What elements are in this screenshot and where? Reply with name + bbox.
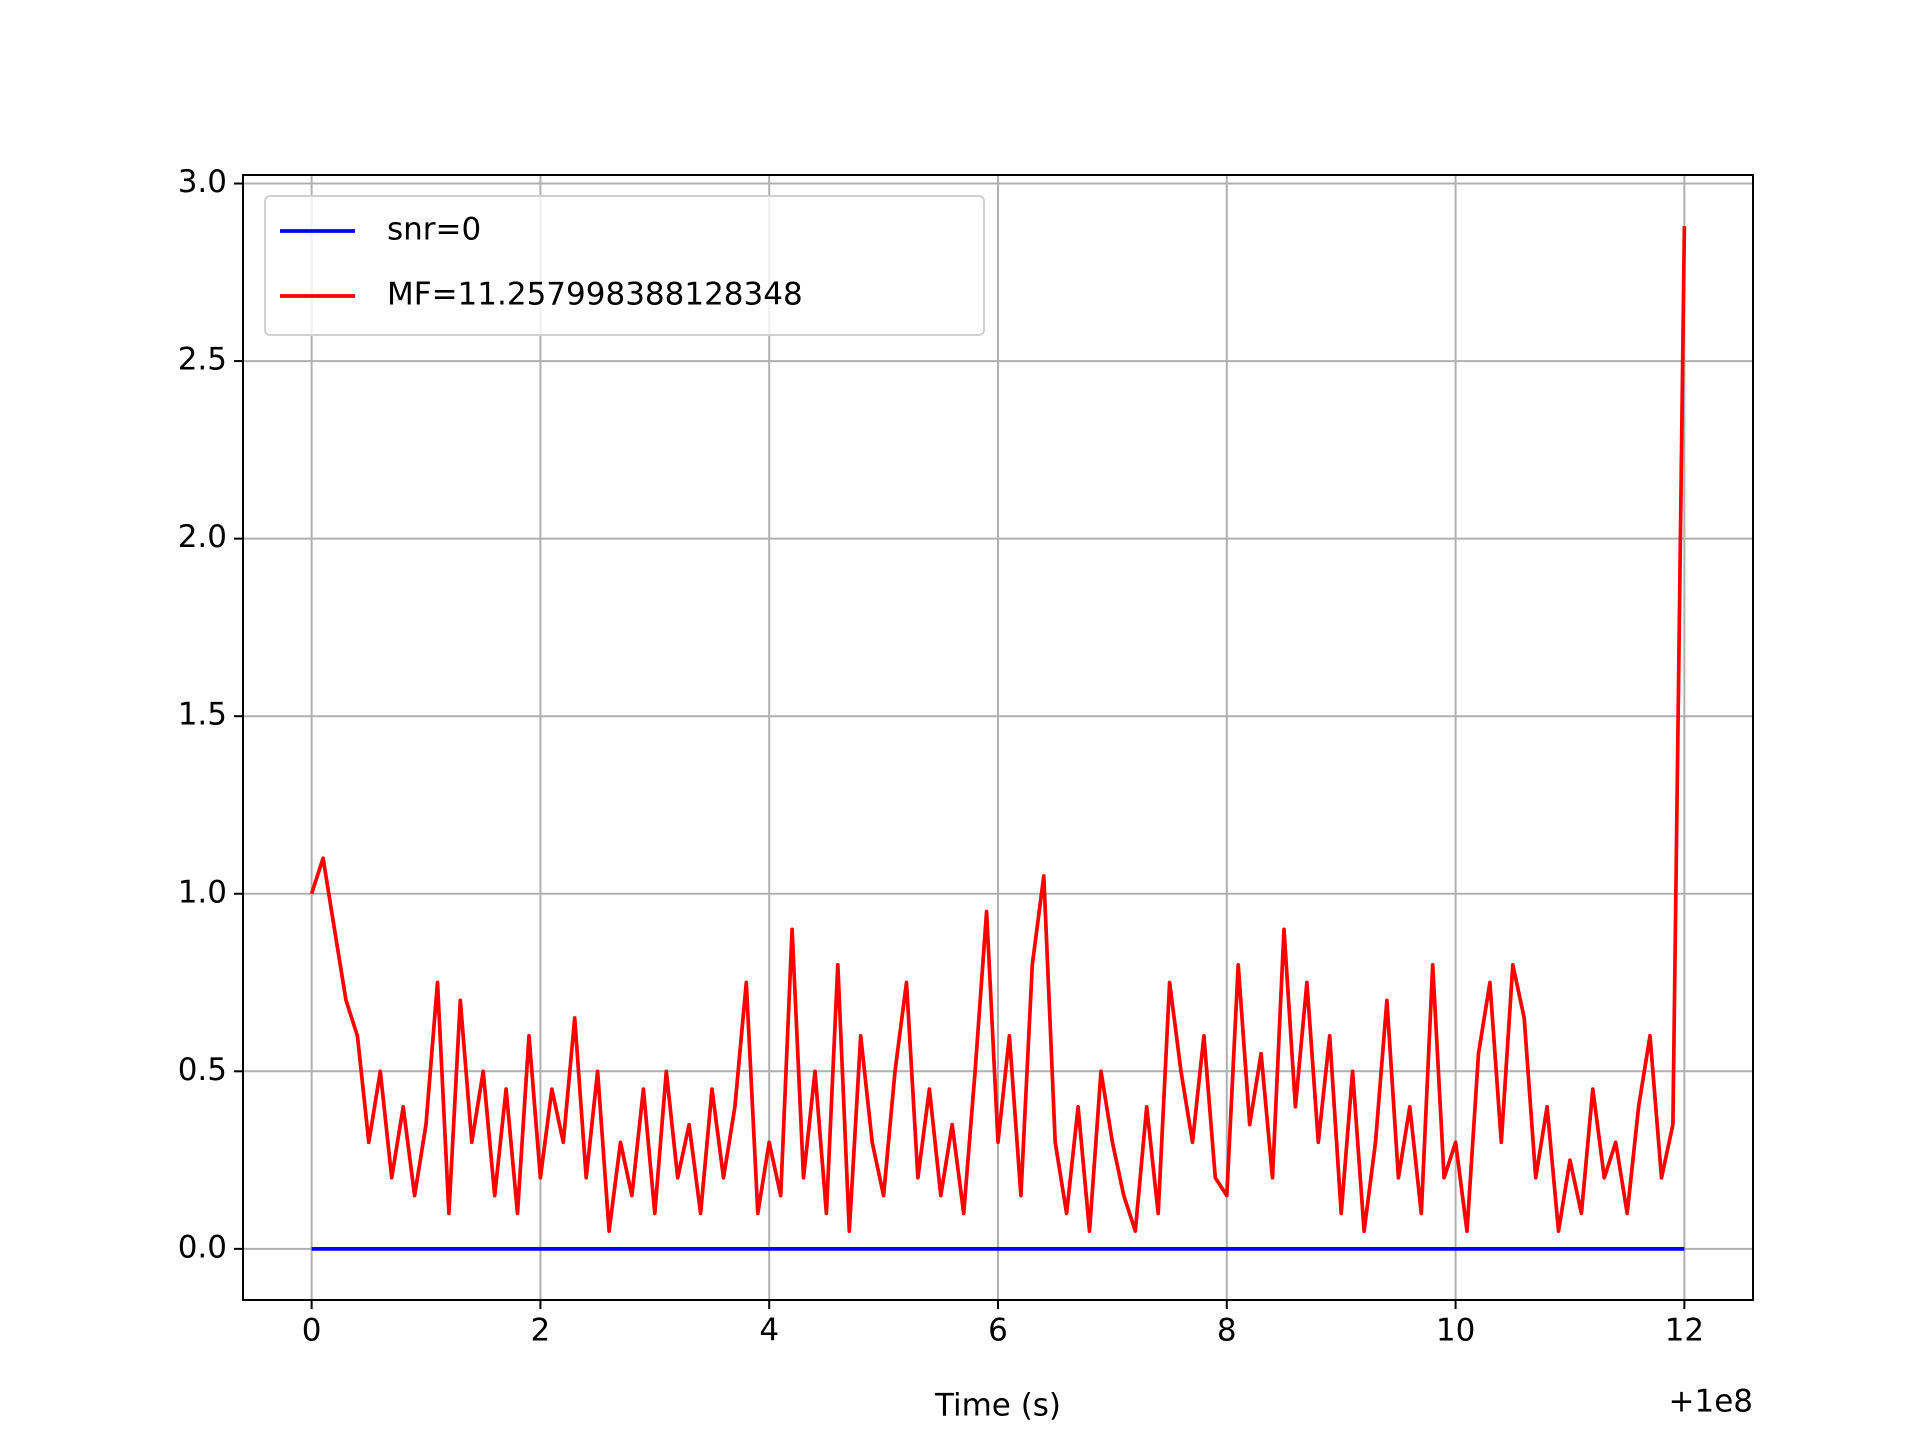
- plot-frame: [242, 174, 1754, 1301]
- y-tick-label: 2.5: [178, 342, 227, 378]
- y-tick-label: 1.0: [178, 874, 227, 910]
- legend-box: [264, 195, 985, 336]
- x-tick-label: 12: [1665, 1313, 1704, 1349]
- legend-label: MF=11.257998388128348: [387, 277, 803, 313]
- x-tick-label: 4: [759, 1313, 779, 1349]
- y-tick-label: 0.5: [178, 1052, 227, 1088]
- x-tick-label: 6: [988, 1313, 1008, 1349]
- x-tick-label: 0: [302, 1313, 322, 1349]
- y-tick-label: 1.5: [178, 697, 227, 733]
- y-tick-label: 3.0: [178, 164, 227, 200]
- x-tick-label: 2: [531, 1313, 551, 1349]
- y-tick-label: 2.0: [178, 519, 227, 555]
- x-tick-label: 10: [1436, 1313, 1475, 1349]
- data-line: [309, 226, 1687, 1233]
- x-tick-label: 8: [1217, 1313, 1237, 1349]
- legend-label: snr=0: [387, 212, 481, 248]
- y-tick-label: 0.0: [178, 1229, 227, 1265]
- x-offset-label: +1e8: [1669, 1384, 1754, 1420]
- x-axis-label: Time (s): [934, 1388, 1061, 1424]
